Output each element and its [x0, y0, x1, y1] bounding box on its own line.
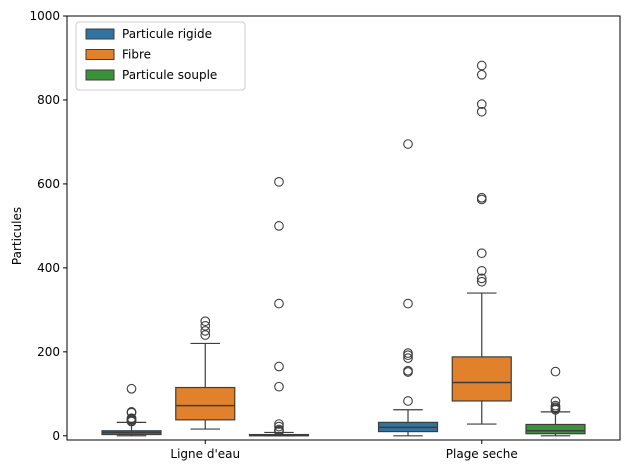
- outlier-point: [476, 106, 487, 117]
- outlier-point: [476, 69, 487, 80]
- outlier-point: [274, 298, 284, 309]
- box-0-0: [101, 383, 162, 437]
- x-tick-label: Ligne d'eau: [170, 447, 240, 461]
- outlier-point: [550, 404, 561, 415]
- outlier-point: [200, 326, 211, 336]
- legend-swatch: [85, 49, 115, 60]
- outlier-point: [403, 348, 413, 358]
- outlier-point: [403, 396, 413, 406]
- box-2-1: [525, 366, 586, 437]
- plot-area: [101, 60, 586, 437]
- y-tick-label: 800: [37, 93, 60, 107]
- outlier-point: [403, 350, 413, 361]
- box-2-0: [248, 176, 310, 437]
- y-tick-label: 0: [52, 429, 60, 443]
- outlier-point: [403, 353, 413, 363]
- outlier-point: [274, 381, 284, 392]
- box-0-1: [377, 139, 439, 437]
- y-tick-label: 600: [37, 177, 60, 191]
- outlier-point: [274, 361, 284, 372]
- outlier-point: [200, 330, 211, 340]
- outlier-point: [126, 416, 137, 427]
- outlier-point: [274, 426, 284, 437]
- y-tick-label: 400: [37, 261, 60, 275]
- outlier-point: [403, 298, 413, 309]
- box-1-0: [175, 316, 236, 430]
- outlier-point: [476, 273, 487, 284]
- legend-label: Particule souple: [122, 68, 217, 82]
- outlier-point: [274, 176, 284, 187]
- outlier-point: [476, 248, 487, 259]
- legend-label: Particule rigide: [122, 27, 212, 41]
- outlier-point: [476, 60, 487, 71]
- legend-label: Fibre: [122, 48, 151, 62]
- legend-swatch: [85, 28, 115, 40]
- box-1-1: [451, 60, 512, 425]
- outlier-point: [274, 221, 284, 231]
- outlier-point: [274, 419, 284, 429]
- outlier-point: [126, 383, 137, 394]
- outlier-point: [403, 139, 413, 149]
- outlier-point: [476, 99, 487, 110]
- box-body: [451, 356, 512, 402]
- x-tick-label: Plage seche: [446, 447, 518, 461]
- outlier-point: [476, 194, 487, 205]
- y-axis-label: Particules: [10, 207, 24, 265]
- outlier-point: [403, 367, 413, 377]
- outlier-point: [200, 320, 211, 331]
- outlier-point: [550, 366, 561, 377]
- plot-frame: [66, 15, 621, 441]
- outlier-point: [200, 316, 211, 327]
- box-body: [175, 386, 236, 421]
- outlier-point: [274, 421, 284, 432]
- box-body: [525, 423, 586, 435]
- y-tick-label: 200: [37, 345, 60, 359]
- legend-box: [75, 21, 246, 91]
- outlier-point: [476, 276, 487, 287]
- legend: Particule rigide Fibre Particule souple: [75, 21, 246, 91]
- y-axis: 0 200 400 600 800 1000: [29, 9, 67, 443]
- outlier-point: [476, 265, 487, 276]
- legend-swatch: [85, 69, 115, 81]
- x-axis: Ligne d'eau Plage seche: [170, 440, 518, 461]
- y-tick-label: 1000: [29, 9, 60, 23]
